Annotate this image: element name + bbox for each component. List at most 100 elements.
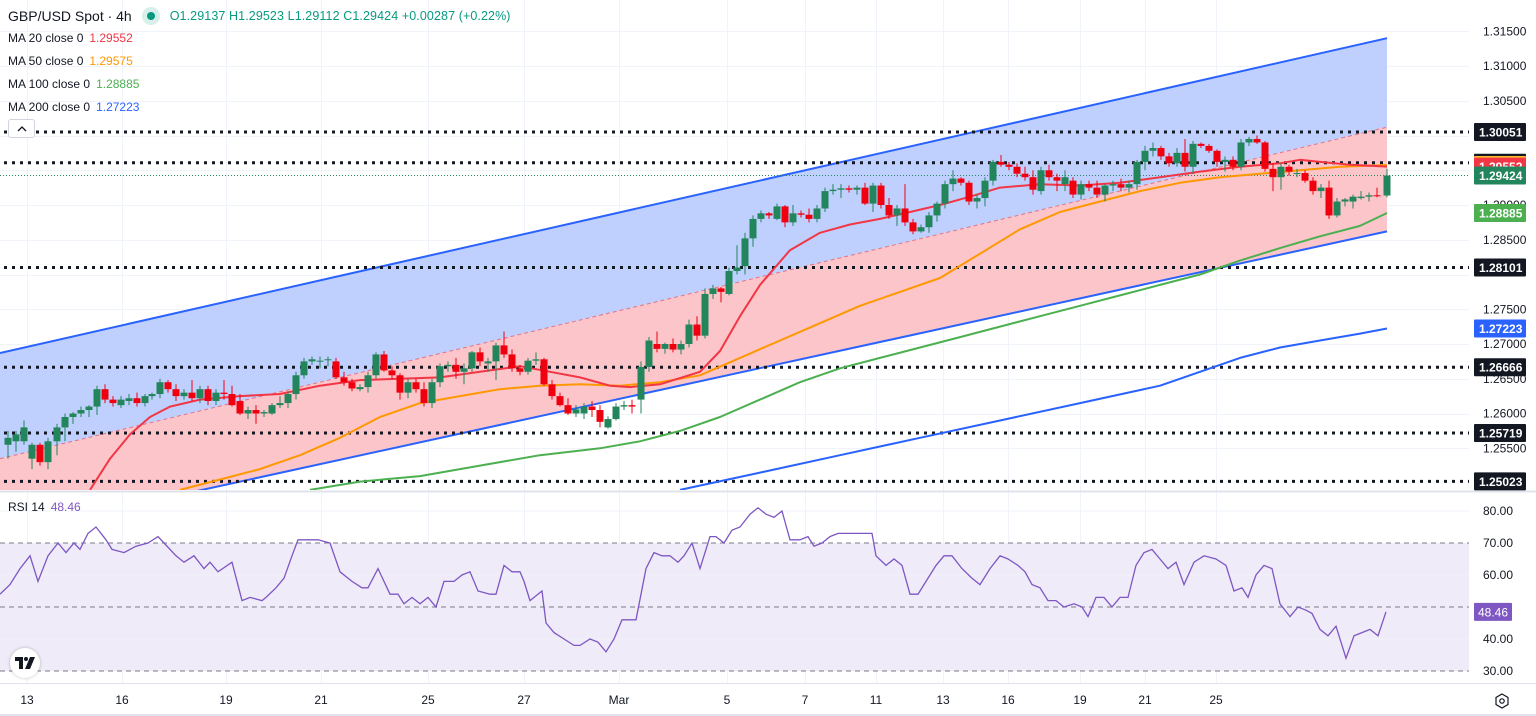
candle[interactable] [20, 420, 28, 445]
candle[interactable] [204, 385, 212, 406]
candle[interactable] [556, 392, 564, 407]
candle[interactable] [1197, 142, 1205, 149]
candle[interactable] [1301, 170, 1309, 183]
candle[interactable] [917, 224, 925, 233]
candle[interactable] [853, 185, 861, 195]
candle[interactable] [404, 378, 412, 399]
candle[interactable] [284, 391, 292, 408]
candle[interactable] [420, 382, 428, 407]
candle[interactable] [1021, 166, 1029, 181]
candle[interactable] [653, 331, 661, 353]
candle[interactable] [588, 400, 596, 417]
candle[interactable] [789, 205, 797, 226]
candle[interactable] [276, 396, 284, 408]
candle[interactable] [516, 364, 524, 376]
candle[interactable] [973, 194, 981, 209]
candle[interactable] [869, 182, 877, 212]
candle[interactable] [1157, 145, 1165, 160]
candle[interactable] [1077, 180, 1085, 200]
candle[interactable] [604, 416, 612, 429]
candle[interactable] [1309, 177, 1317, 195]
candle[interactable] [580, 403, 588, 420]
candle[interactable] [965, 180, 973, 205]
indicator-ma20[interactable]: MA 20 close 0 1.29552 [8, 26, 511, 49]
gear-icon[interactable] [1494, 693, 1510, 709]
candle[interactable] [1357, 191, 1365, 200]
candle[interactable] [180, 389, 188, 400]
candle[interactable] [156, 378, 164, 399]
candle[interactable] [220, 380, 228, 400]
candle[interactable] [1061, 170, 1069, 192]
candle[interactable] [69, 412, 77, 424]
candle[interactable] [1325, 180, 1333, 219]
candle[interactable] [1293, 168, 1301, 178]
candle[interactable] [1383, 168, 1391, 198]
tradingview-logo[interactable] [10, 648, 40, 678]
candle[interactable] [396, 373, 404, 400]
candle[interactable] [1093, 180, 1101, 199]
candle[interactable] [228, 385, 236, 407]
rsi-legend[interactable]: RSI 14 48.46 [8, 500, 81, 514]
candle[interactable] [909, 218, 917, 235]
candle[interactable] [885, 198, 893, 219]
candle[interactable] [1085, 180, 1093, 192]
candle[interactable] [1037, 166, 1045, 195]
candle[interactable] [117, 396, 125, 408]
candle[interactable] [540, 357, 548, 386]
candle[interactable] [268, 403, 276, 415]
candle[interactable] [837, 184, 845, 199]
candle[interactable] [1013, 163, 1021, 178]
candle[interactable] [749, 215, 757, 247]
candle[interactable] [236, 394, 244, 415]
candle[interactable] [188, 380, 196, 401]
candle[interactable] [717, 287, 725, 303]
candle[interactable] [893, 205, 901, 226]
candle[interactable] [669, 338, 677, 353]
candle[interactable] [500, 331, 508, 358]
candle[interactable] [693, 316, 701, 341]
candle[interactable] [661, 342, 669, 354]
candle[interactable] [172, 384, 180, 401]
candle[interactable] [428, 378, 436, 408]
candle[interactable] [196, 385, 204, 404]
candle[interactable] [797, 210, 805, 218]
candle[interactable] [109, 396, 117, 407]
candle[interactable] [164, 380, 172, 393]
candle[interactable] [781, 205, 789, 228]
candle[interactable] [1261, 141, 1269, 172]
candle[interactable] [685, 319, 693, 348]
candle[interactable] [300, 357, 308, 379]
candle[interactable] [348, 378, 356, 392]
candle[interactable] [901, 184, 909, 226]
candle[interactable] [460, 363, 468, 385]
candle[interactable] [1285, 164, 1293, 176]
candle[interactable] [813, 205, 821, 223]
candle[interactable] [1237, 138, 1245, 171]
candle[interactable] [1069, 177, 1077, 199]
candle[interactable] [1165, 152, 1173, 167]
candle[interactable] [1213, 149, 1221, 167]
candle[interactable] [877, 182, 885, 209]
candle[interactable] [1221, 156, 1229, 172]
candle[interactable] [1277, 163, 1285, 190]
candle[interactable] [1341, 198, 1349, 207]
candle[interactable] [12, 430, 20, 452]
candle[interactable] [1349, 194, 1357, 209]
indicator-ma100[interactable]: MA 100 close 0 1.28885 [8, 72, 511, 95]
candle[interactable] [821, 187, 829, 212]
candle[interactable] [77, 406, 85, 417]
candle[interactable] [61, 413, 69, 442]
candle[interactable] [356, 384, 364, 392]
candle[interactable] [861, 182, 869, 205]
candle[interactable] [1181, 138, 1189, 172]
candle[interactable] [645, 337, 653, 372]
candle[interactable] [372, 352, 380, 379]
candle[interactable] [757, 210, 765, 223]
candle[interactable] [101, 384, 109, 404]
candle[interactable] [292, 371, 300, 400]
candle[interactable] [765, 211, 773, 219]
candle[interactable] [260, 410, 268, 417]
candle[interactable] [548, 380, 556, 400]
candle[interactable] [452, 357, 460, 379]
candle[interactable] [412, 378, 420, 393]
